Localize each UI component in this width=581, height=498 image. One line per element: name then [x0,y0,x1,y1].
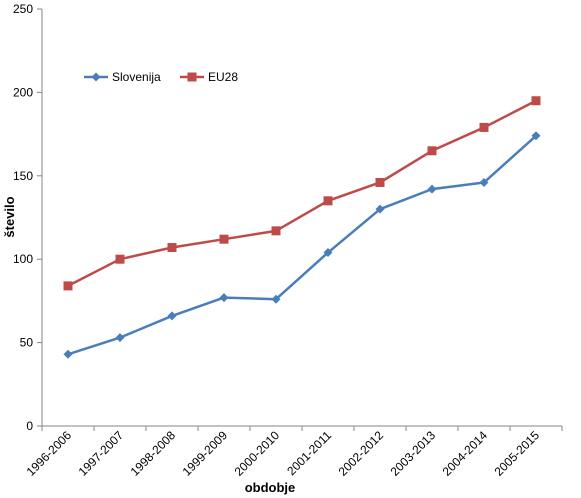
series-line-slovenija [67,134,537,356]
data-point-slovenija [115,333,125,343]
x-tick-label: 2002-2012 [336,428,387,479]
data-point-slovenija [375,204,385,214]
legend-marker [91,72,101,82]
data-point-eu28 [479,122,489,132]
legend-item-slovenija: Slovenija [84,70,161,84]
y-tick-label: 100 [13,252,33,266]
x-tick-label: 1999-2009 [180,428,231,479]
data-point-slovenija [271,294,281,304]
y-tick-label: 150 [13,169,33,183]
y-tick-label: 50 [20,336,34,350]
data-point-eu28 [375,177,385,187]
data-point-slovenija [323,248,333,258]
y-axis-title: število [2,196,17,237]
data-point-slovenija [427,184,437,194]
legend-label: Slovenija [112,70,161,84]
data-point-eu28 [271,226,281,236]
legend-item-eu28: EU28 [180,70,238,84]
x-tick-label: 1998-2008 [128,428,179,479]
series-layer [63,96,541,359]
y-ticks: 0 50 100 150 200 250 [13,2,42,433]
data-point-slovenija [63,349,73,359]
x-tick-label: 2003-2013 [388,428,439,479]
y-tick-label: 250 [13,2,33,16]
data-point-eu28 [531,96,541,106]
y-tick-label: 200 [13,85,33,99]
data-point-eu28 [63,281,73,291]
x-tick-label: 2004-2014 [440,428,491,479]
series-line-eu28 [67,99,537,288]
data-point-eu28 [427,146,437,156]
data-point-slovenija [219,293,229,303]
series-eu28 [63,96,541,291]
x-axis-title: obdobje [245,480,296,495]
data-point-eu28 [167,243,177,253]
data-point-slovenija [531,131,541,141]
data-point-slovenija [479,177,489,187]
legend: Slovenija EU28 [84,70,238,84]
data-point-eu28 [219,234,229,244]
data-point-eu28 [115,254,125,264]
data-point-slovenija [167,311,177,321]
x-tick-label: 2001-2011 [284,428,334,478]
x-tick-label: 1997-2007 [76,428,127,479]
x-ticks: 1996-2006 1997-2007 1998-2008 1999-2009 2000… [24,426,563,479]
legend-label: EU28 [208,70,238,84]
series-slovenija [63,131,541,359]
data-point-eu28 [323,196,333,206]
y-tick-label: 0 [26,419,33,433]
x-tick-label: 2000-2010 [232,428,283,479]
x-tick-label: 2005-2015 [492,428,543,479]
legend-marker [187,72,197,82]
x-tick-label: 1996-2006 [24,428,75,479]
